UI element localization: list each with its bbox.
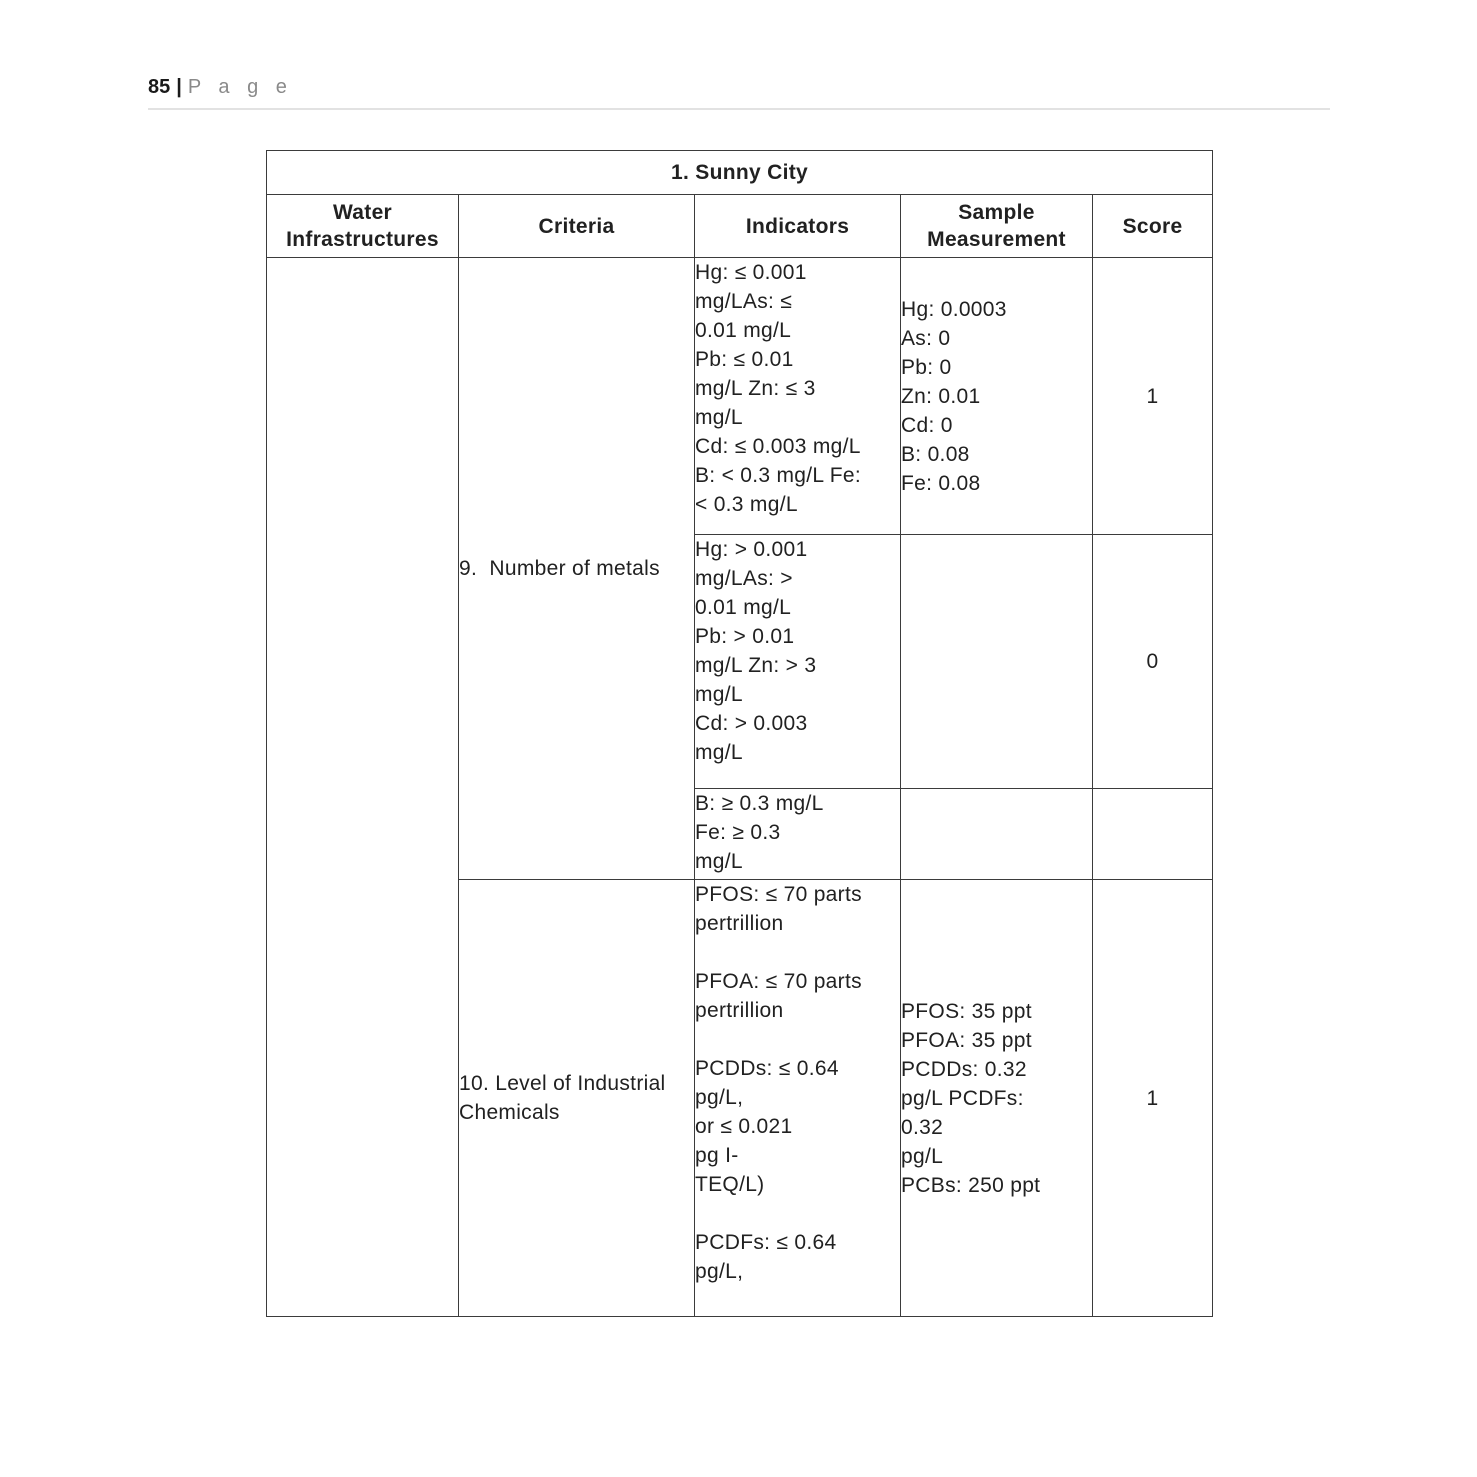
table-title: 1. Sunny City (265, 150, 1214, 195)
table-header-row: Water Infrastructures Criteria Indicator… (266, 194, 1214, 258)
score-cell-boron-iron (1091, 788, 1214, 880)
score-cell-metals-within-limits: 1 (1091, 257, 1214, 535)
column-header-score: Score (1091, 194, 1214, 258)
column-header-indicators: Indicators (694, 194, 901, 258)
table-row-metals-exceeding-limits: Hg: > 0.001 mg/LAs: > 0.01 mg/L Pb: > 0.… (267, 534, 1214, 789)
sample-measurement-cell-empty-1 (900, 534, 1093, 789)
indicators-cell-metals-exceeding-limits: Hg: > 0.001 mg/LAs: > 0.01 mg/L Pb: > 0.… (694, 534, 901, 789)
sample-measurement-cell-empty-2 (900, 788, 1093, 880)
page-number: 85 (148, 76, 171, 98)
water-infrastructures-cell (266, 257, 459, 1317)
column-header-water-infrastructures: Water Infrastructures (266, 194, 459, 258)
page-number-separator: | (176, 76, 182, 98)
table-row-boron-iron-limits: B: ≥ 0.3 mg/L Fe: ≥ 0.3 mg/L (267, 788, 1214, 880)
column-header-criteria: Criteria (458, 194, 695, 258)
table-row-metals-within-limits: 9. Number of metals Hg: ≤ 0.001 mg/LAs: … (266, 257, 1214, 1317)
criteria-industrial-chemicals-cell: 10. Level of Industrial Chemicals (458, 879, 695, 1317)
table-row-industrial-chemicals: 10. Level of Industrial Chemicals PFOS: … (267, 879, 1214, 1317)
sample-measurement-cell-metals: Hg: 0.0003 As: 0 Pb: 0 Zn: 0.01 Cd: 0 B:… (900, 257, 1093, 535)
indicators-cell-metals-within-limits: Hg: ≤ 0.001 mg/LAs: ≤ 0.01 mg/L Pb: ≤ 0.… (694, 257, 901, 535)
table-title-row: 1. Sunny City (265, 150, 1214, 195)
sample-measurement-cell-industrial-chemicals: PFOS: 35 ppt PFOA: 35 ppt PCDDs: 0.32 pg… (900, 879, 1093, 1317)
indicators-cell-boron-iron: B: ≥ 0.3 mg/L Fe: ≥ 0.3 mg/L (694, 788, 901, 880)
score-cell-industrial-chemicals: 1 (1091, 879, 1214, 1317)
sunny-city-score-table: 1. Sunny City Water Infrastructures Crit… (265, 150, 1214, 1317)
criteria-number-of-metals-cell: 9. Number of metals (458, 257, 695, 880)
score-cell-metals-exceeding-limits: 0 (1091, 534, 1214, 789)
page-header: 85 | P a g e (148, 76, 1330, 110)
column-header-sample-measurement: Sample Measurement (900, 194, 1093, 258)
indicators-cell-industrial-chemicals: PFOS: ≤ 70 parts pertrillion PFOA: ≤ 70 … (694, 879, 901, 1317)
page-label: P a g e (187, 76, 293, 98)
